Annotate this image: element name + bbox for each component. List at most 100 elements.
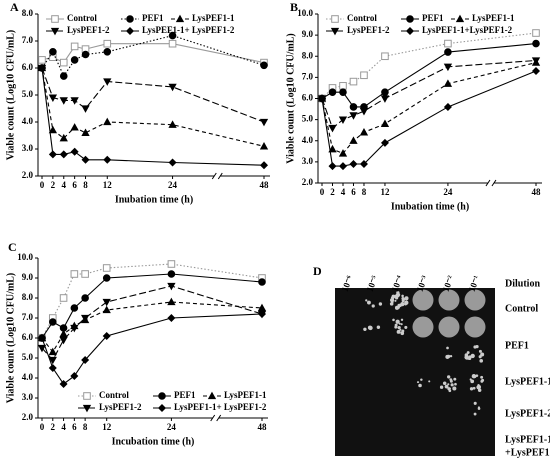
marker bbox=[359, 108, 369, 116]
series-line bbox=[321, 32, 537, 99]
colony bbox=[470, 353, 475, 359]
marker bbox=[37, 344, 47, 353]
series-line bbox=[41, 285, 263, 361]
marker bbox=[349, 77, 358, 86]
colony bbox=[401, 294, 404, 298]
strain-label: LysPEF1-2 bbox=[505, 408, 550, 419]
marker bbox=[360, 71, 368, 80]
marker bbox=[338, 116, 348, 124]
series bbox=[37, 63, 269, 150]
marker bbox=[167, 313, 176, 323]
x-tick-label: 2 bbox=[51, 180, 56, 190]
marker bbox=[59, 329, 68, 338]
colony bbox=[396, 329, 401, 334]
colony bbox=[397, 325, 401, 330]
marker bbox=[406, 15, 414, 23]
colony bbox=[404, 302, 407, 306]
marker bbox=[59, 379, 68, 389]
panel-label: D bbox=[313, 264, 322, 278]
colony bbox=[401, 329, 405, 333]
colony bbox=[395, 293, 400, 298]
marker bbox=[532, 39, 540, 48]
legend-label: LysPEF1-1+ LysPEF1-2 bbox=[142, 25, 235, 35]
marker bbox=[48, 150, 57, 159]
colony bbox=[454, 382, 457, 386]
x-tick-label: 8 bbox=[83, 422, 88, 432]
series-line bbox=[41, 313, 263, 385]
legend-label: Control bbox=[99, 390, 129, 400]
colony bbox=[394, 299, 397, 302]
marker bbox=[258, 278, 266, 286]
marker bbox=[70, 304, 79, 312]
colony bbox=[465, 356, 469, 360]
series bbox=[38, 39, 268, 67]
colony bbox=[392, 318, 395, 322]
marker bbox=[328, 124, 337, 133]
y-tick-label: 7.0 bbox=[302, 71, 314, 81]
colony bbox=[447, 375, 451, 379]
colony bbox=[404, 296, 409, 301]
axis-break bbox=[485, 179, 497, 187]
colony bbox=[449, 354, 453, 358]
x-tick-label: 24 bbox=[443, 187, 453, 197]
marker bbox=[168, 83, 177, 92]
marker bbox=[51, 15, 59, 23]
colony bbox=[453, 377, 457, 381]
legend-label: LysPEF1-1 bbox=[192, 13, 235, 23]
marker bbox=[48, 125, 58, 134]
marker bbox=[328, 144, 337, 153]
colony bbox=[479, 359, 484, 363]
colony bbox=[394, 323, 398, 327]
x-axis-label: Inubation time (h) bbox=[391, 201, 469, 212]
marker bbox=[103, 39, 112, 48]
marker bbox=[59, 72, 68, 80]
series-line bbox=[41, 263, 263, 339]
marker bbox=[359, 159, 368, 168]
colony bbox=[400, 323, 403, 326]
marker bbox=[167, 270, 176, 278]
strain-label: LysPEF1-1 bbox=[505, 376, 550, 387]
marker bbox=[359, 127, 369, 136]
colony bbox=[477, 407, 481, 410]
colony bbox=[478, 355, 482, 359]
colony bbox=[480, 375, 484, 379]
legend-label: PEF1 bbox=[422, 13, 444, 23]
y-tick-label: 7.0 bbox=[22, 312, 34, 322]
marker bbox=[349, 159, 358, 168]
colony bbox=[398, 322, 401, 325]
marker bbox=[405, 26, 415, 36]
series bbox=[37, 64, 269, 127]
spots bbox=[363, 289, 486, 416]
marker bbox=[59, 150, 68, 159]
x-tick-label: 2 bbox=[51, 422, 56, 432]
y-tick-label: 8.0 bbox=[22, 8, 34, 18]
marker bbox=[207, 391, 217, 400]
panel-label: C bbox=[8, 240, 17, 254]
y-tick-label: 8.0 bbox=[302, 50, 314, 60]
marker bbox=[81, 155, 90, 164]
y-tick-label: 6.0 bbox=[22, 332, 34, 342]
marker bbox=[381, 88, 389, 96]
marker bbox=[330, 27, 340, 36]
x-tick-label: 48 bbox=[532, 187, 542, 197]
marker bbox=[531, 67, 541, 76]
colony bbox=[397, 303, 402, 308]
y-tick-label: 3.0 bbox=[22, 392, 34, 402]
marker bbox=[168, 31, 177, 40]
axis-break bbox=[211, 172, 223, 180]
marker bbox=[443, 79, 453, 87]
marker bbox=[259, 118, 269, 127]
colony bbox=[477, 388, 482, 393]
legend-label: Control bbox=[347, 13, 377, 23]
marker bbox=[168, 39, 177, 48]
marker bbox=[259, 161, 269, 170]
marker bbox=[70, 270, 79, 278]
x-tick-label: 4 bbox=[62, 180, 67, 190]
x-tick-label: 4 bbox=[341, 187, 346, 197]
colony bbox=[480, 379, 484, 383]
marker bbox=[82, 404, 92, 413]
colony bbox=[439, 385, 444, 389]
marker bbox=[167, 297, 176, 306]
x-tick-label: 12 bbox=[103, 180, 113, 190]
y-tick-label: 3.0 bbox=[22, 143, 34, 153]
